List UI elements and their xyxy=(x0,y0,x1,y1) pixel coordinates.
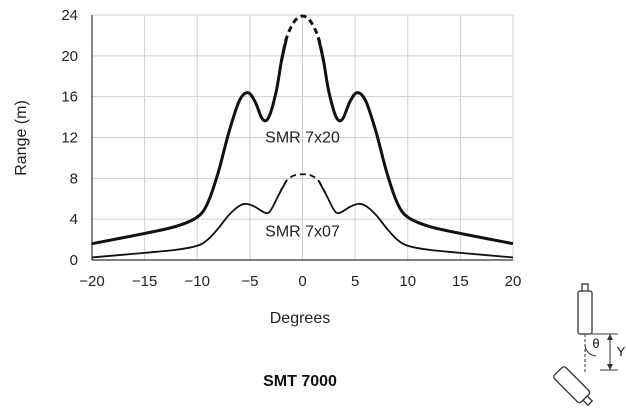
figure-title: SMT 7000 xyxy=(263,373,337,390)
series-1-label: SMR 7x07 xyxy=(265,224,340,241)
arrow-down-icon xyxy=(607,364,613,370)
x-tick-label: 20 xyxy=(505,273,522,290)
x-tick-label: 15 xyxy=(452,273,469,290)
y-tick-label: 4 xyxy=(70,211,78,228)
series-0-line-left xyxy=(91,37,289,246)
series-1-line-left xyxy=(91,179,288,259)
x-tick-label: −10 xyxy=(185,273,210,290)
x-tick-label: 0 xyxy=(298,273,306,290)
chart-axes xyxy=(91,15,513,261)
mounting-diagram: Y θ xyxy=(553,283,626,407)
angle-label: θ xyxy=(592,336,599,351)
y-tick-label: 0 xyxy=(70,252,78,269)
x-tick-label: −15 xyxy=(132,273,157,290)
sensor-top xyxy=(577,290,593,335)
arrow-up-icon xyxy=(607,334,613,340)
y-tick-label: 12 xyxy=(61,130,78,147)
x-tick-label: 10 xyxy=(399,273,416,290)
x-tick-label: 5 xyxy=(351,273,359,290)
sensor-angled xyxy=(553,366,594,407)
y-tick-label: 24 xyxy=(61,7,78,24)
series-0-label: SMR 7x20 xyxy=(265,130,340,147)
x-tick-label: −20 xyxy=(79,273,104,290)
x-axis-title: Degrees xyxy=(270,310,330,327)
y-tick-label: 16 xyxy=(61,89,78,106)
series-0-line-peak-dashed xyxy=(279,14,326,62)
series-1-line-right xyxy=(317,179,514,259)
y-axis-title: Range (m) xyxy=(13,100,30,176)
angle-arc xyxy=(584,345,597,357)
chart-series xyxy=(91,14,514,259)
y-tick-label: 8 xyxy=(70,170,78,187)
series-0-line-right xyxy=(316,37,514,246)
x-tick-label: −5 xyxy=(241,273,258,290)
chart-labels: −20 −15 −10 −5 0 5 10 15 20 0 4 8 12 16 20 24 SMR 7x20 SM… xyxy=(61,7,521,290)
y-dimension-label: Y xyxy=(617,344,626,359)
y-tick-label: 20 xyxy=(61,48,78,65)
